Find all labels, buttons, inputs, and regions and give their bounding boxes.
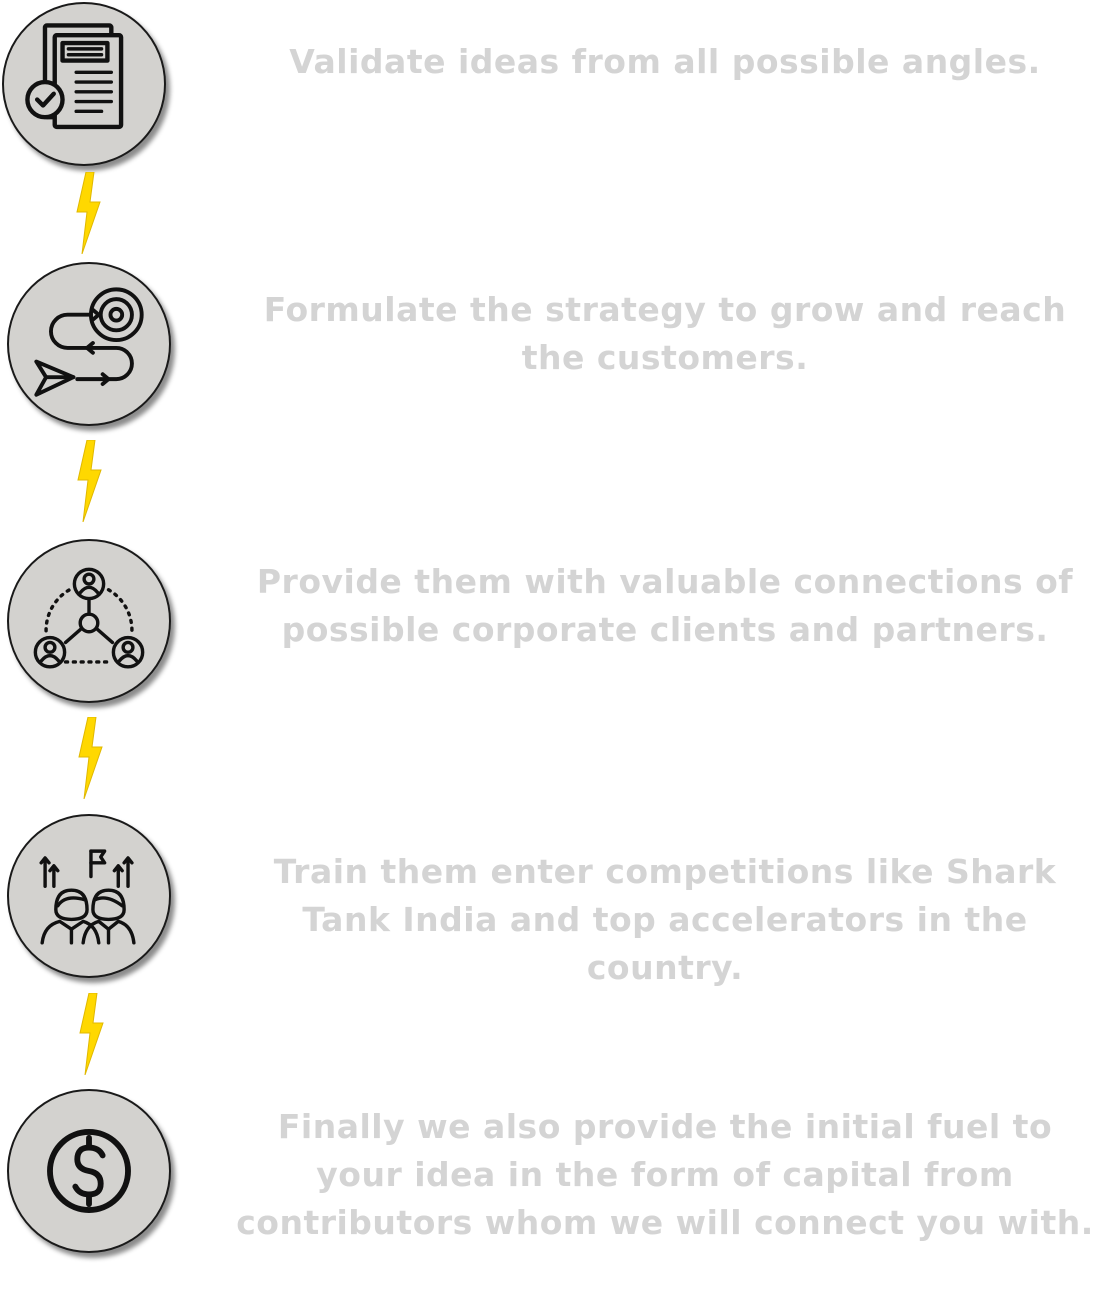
dollar-coin-icon — [47, 1129, 131, 1213]
network-connections-icon — [33, 567, 145, 669]
lightning-bolt-icon — [75, 439, 105, 523]
step-5-circle — [7, 1089, 171, 1253]
team-growth-icon — [39, 849, 136, 945]
step-4-text: Train them enter competitions like Shark… — [273, 852, 1057, 987]
document-check-icon — [25, 23, 124, 130]
lightning-bolt-icon — [77, 992, 107, 1076]
step-2-text: Formulate the strategy to grow and reach… — [263, 290, 1067, 377]
step-2-circle — [7, 262, 171, 426]
step-1-circle — [2, 2, 166, 166]
strategy-target-icon — [34, 287, 144, 397]
step-3-text: Provide them with valuable connections o… — [256, 562, 1074, 649]
step-3-circle — [7, 539, 171, 703]
step-4-circle — [7, 814, 171, 978]
step-5-text: Finally we also provide the initial fuel… — [236, 1107, 1094, 1242]
step-1-text: Validate ideas from all possible angles. — [289, 42, 1041, 81]
lightning-bolt-icon — [76, 716, 106, 800]
lightning-bolt-icon — [74, 171, 104, 255]
